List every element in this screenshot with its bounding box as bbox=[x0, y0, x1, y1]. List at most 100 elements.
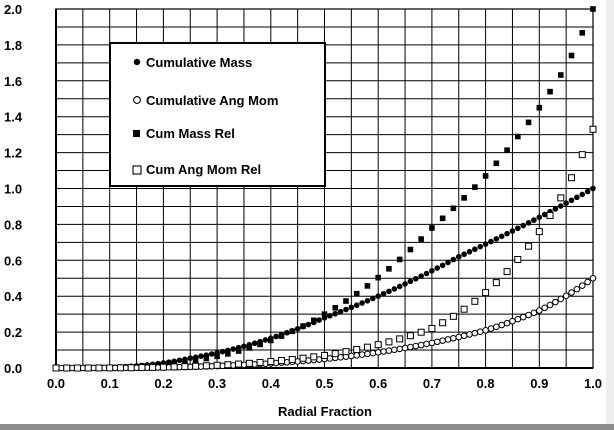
data-point bbox=[203, 355, 210, 362]
data-point bbox=[460, 305, 468, 313]
data-point bbox=[546, 301, 554, 309]
data-point bbox=[288, 355, 296, 363]
data-point bbox=[364, 283, 371, 289]
data-point bbox=[477, 243, 484, 250]
data-point bbox=[471, 297, 479, 305]
y-tick-label: 1.2 bbox=[4, 146, 22, 161]
data-point bbox=[466, 248, 473, 255]
data-point bbox=[208, 351, 215, 357]
data-point bbox=[396, 283, 403, 290]
data-point bbox=[375, 274, 381, 281]
data-point bbox=[449, 312, 457, 320]
data-point bbox=[493, 323, 500, 331]
data-point bbox=[95, 364, 103, 372]
data-point bbox=[370, 295, 376, 302]
data-point bbox=[116, 364, 124, 372]
data-point bbox=[535, 228, 543, 236]
legend-marker-cumulative-ang-mom bbox=[133, 96, 141, 104]
data-point bbox=[574, 194, 580, 201]
data-point bbox=[256, 358, 264, 366]
data-point bbox=[541, 304, 548, 312]
data-point bbox=[498, 233, 505, 240]
data-point bbox=[503, 268, 511, 276]
y-tick-label: 0.8 bbox=[4, 217, 22, 232]
data-point bbox=[423, 340, 430, 348]
data-point bbox=[439, 215, 446, 222]
data-point bbox=[396, 256, 403, 263]
data-point bbox=[557, 203, 564, 209]
data-point bbox=[284, 329, 290, 336]
data-point bbox=[514, 315, 522, 323]
data-point bbox=[444, 336, 452, 343]
data-point bbox=[584, 278, 591, 286]
x-tick-label: 0.5 bbox=[315, 376, 333, 391]
data-point bbox=[482, 327, 489, 334]
data-point bbox=[428, 339, 436, 347]
y-tick-label: 1.4 bbox=[4, 110, 23, 125]
data-point bbox=[268, 337, 274, 344]
data-point bbox=[498, 321, 506, 329]
legend-label-cumulative-ang-mom: Cumulative Ang Mom bbox=[146, 93, 278, 108]
data-point bbox=[149, 363, 157, 371]
data-point bbox=[343, 306, 349, 313]
data-point bbox=[573, 285, 581, 293]
data-point bbox=[514, 255, 522, 263]
data-point bbox=[407, 246, 414, 253]
data-point bbox=[374, 349, 382, 356]
data-point bbox=[519, 313, 527, 321]
data-point bbox=[412, 342, 420, 350]
data-point bbox=[401, 344, 409, 352]
data-point bbox=[321, 311, 328, 317]
data-point bbox=[487, 325, 495, 332]
x-tick-labels: 0.0 0.1 0.2 0.3 0.4 0.5 0.6 0.7 0.8 0.9 1.0 bbox=[47, 376, 602, 391]
data-point bbox=[257, 341, 263, 348]
data-point bbox=[165, 359, 172, 365]
data-point bbox=[348, 304, 355, 311]
y-tick-label: 0.6 bbox=[4, 253, 22, 268]
data-point bbox=[412, 275, 419, 282]
data-point bbox=[332, 310, 339, 317]
data-point bbox=[482, 241, 489, 247]
x-tick-label: 0.3 bbox=[208, 376, 226, 391]
data-point bbox=[472, 246, 478, 253]
data-point bbox=[492, 279, 500, 287]
data-point bbox=[590, 185, 596, 192]
data-point bbox=[262, 337, 269, 343]
data-point bbox=[439, 262, 446, 269]
data-point bbox=[353, 290, 360, 297]
data-point bbox=[241, 343, 247, 350]
data-point bbox=[460, 332, 468, 340]
data-point bbox=[557, 72, 564, 78]
data-point bbox=[482, 289, 490, 297]
data-point bbox=[563, 200, 569, 206]
data-point bbox=[73, 364, 81, 372]
data-point bbox=[536, 307, 543, 314]
y-tick-label: 0.2 bbox=[4, 325, 22, 340]
data-point bbox=[294, 325, 301, 332]
data-point bbox=[170, 363, 178, 371]
data-point bbox=[439, 319, 447, 327]
legend-box bbox=[109, 42, 326, 187]
data-point bbox=[375, 293, 382, 299]
x-tick-label: 0.1 bbox=[101, 376, 119, 391]
data-point bbox=[509, 228, 516, 234]
data-point bbox=[557, 194, 565, 202]
legend-label-cumulative-mass: Cumulative Mass bbox=[146, 55, 252, 70]
data-point bbox=[192, 357, 199, 364]
data-point bbox=[417, 341, 425, 349]
x-tick-label: 0.4 bbox=[262, 376, 281, 391]
data-point bbox=[536, 214, 543, 221]
data-point bbox=[568, 52, 575, 59]
data-point bbox=[235, 360, 243, 368]
data-point bbox=[176, 357, 183, 364]
data-point bbox=[310, 317, 317, 324]
data-point bbox=[385, 338, 393, 346]
data-point bbox=[541, 211, 548, 218]
y-tick-label: 1.0 bbox=[4, 182, 22, 197]
data-point bbox=[289, 328, 296, 335]
data-point bbox=[525, 119, 532, 126]
x-tick-label: 0.7 bbox=[423, 376, 441, 391]
data-point bbox=[417, 328, 425, 336]
data-point bbox=[305, 321, 312, 328]
